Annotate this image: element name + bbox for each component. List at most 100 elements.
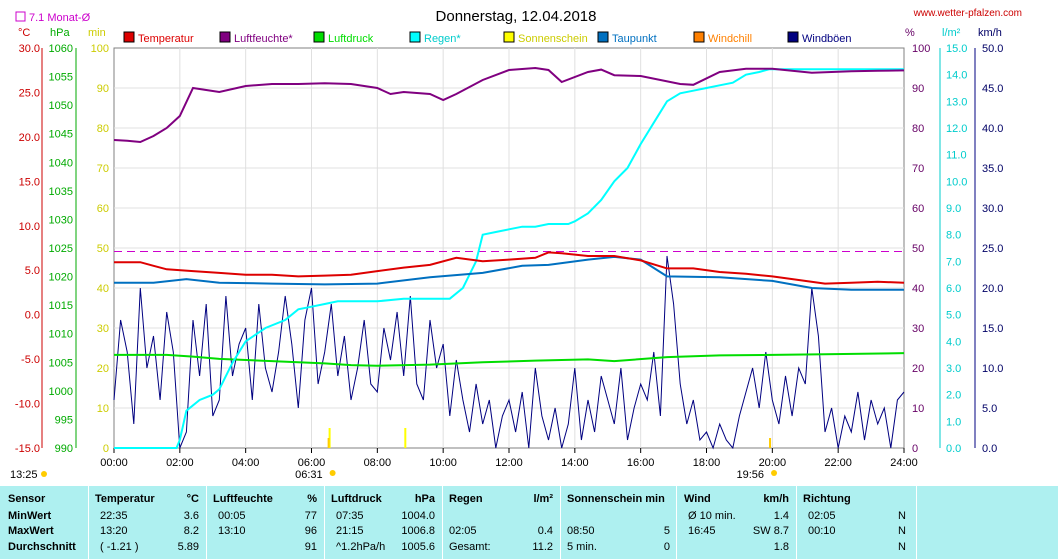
header-humidity-unit: %: [307, 493, 317, 505]
temperature-value: 5.89: [177, 541, 199, 553]
direction-time: 00:10: [808, 525, 836, 537]
sunshine-axis-tick-label: 70: [97, 163, 109, 175]
x-tick-label: 10:00: [429, 457, 457, 469]
wind-axis-tick-label: 15.0: [982, 323, 1003, 335]
wind-axis-tick-label: 35.0: [982, 163, 1003, 175]
legend-label: Temperatur: [138, 33, 194, 45]
statistics-table: Sensor Temperatur °C Luftfeuchte% Luftdruck h…: [0, 486, 1058, 559]
sunshine-axis-tick-label: 0: [103, 443, 109, 455]
header-pressure: Luftdruck: [331, 493, 382, 505]
temperature-value: 8.2: [183, 525, 199, 537]
sunshine-axis-tick-label: 30: [97, 323, 109, 335]
table-divider: [560, 486, 561, 559]
temperature-axis-tick-label: 15.0: [19, 176, 40, 188]
wind-axis-tick-label: 45.0: [982, 83, 1003, 95]
rain-axis-tick-label: 5.0: [946, 310, 961, 322]
sunshine-time: 5 min.: [567, 541, 597, 553]
header-direction: Richtung: [803, 493, 851, 505]
pressure-axis-tick-label: 1025: [49, 243, 73, 255]
pressure-value: 1005.6: [401, 541, 435, 553]
series-line-windben: [113, 255, 905, 450]
series-line-regen: [114, 68, 904, 449]
direction-value: N: [898, 510, 906, 522]
x-tick-label: 14:00: [561, 457, 589, 469]
humidity-axis-tick-label: 60: [912, 203, 924, 215]
sunshine-axis-tick-label: 50: [97, 243, 109, 255]
pressure-time: ^1.2hPa/h: [336, 541, 386, 553]
sunshine-axis-tick-label: 10: [97, 403, 109, 415]
table-divider: [442, 486, 443, 559]
legend-label: Luftdruck: [328, 33, 374, 45]
direction-value: N: [898, 541, 906, 553]
pressure-axis-tick-label: 1000: [49, 386, 73, 398]
wind-axis-tick-label: 0.0: [982, 443, 997, 455]
series-line-taupunkt: [114, 255, 904, 291]
rain-axis-tick-label: 1.0: [946, 416, 961, 428]
legend-label: Sonnenschein: [518, 33, 588, 45]
wind-value: 1.8: [773, 541, 789, 553]
pressure-axis-tick-label: 1035: [49, 186, 73, 198]
sunset-label: 19:56: [736, 469, 764, 481]
pressure-axis-tick-label: 1015: [49, 300, 73, 312]
x-tick-label: 24:00: [890, 457, 918, 469]
pressure-axis-tick-label: 1045: [49, 129, 73, 141]
temperature-axis-tick-label: -15.0: [15, 443, 40, 455]
pressure-time: 07:35: [336, 510, 364, 522]
rain-axis-tick-label: 11.0: [946, 150, 967, 162]
temperature-axis-tick-label: -10.0: [15, 399, 40, 411]
rain-axis-tick-label: 4.0: [946, 336, 961, 348]
monthly-avg-icon: [15, 11, 26, 22]
sunshine-bar: [404, 428, 407, 448]
temperature-axis-tick-label: 10.0: [19, 221, 40, 233]
legend-swatch: [693, 31, 705, 43]
humidity-axis-tick-label: 40: [912, 283, 924, 295]
x-tick-label: 20:00: [759, 457, 787, 469]
corner-sun-icon: [41, 471, 47, 477]
temperature-value: 3.6: [183, 510, 199, 522]
humidity-value: 91: [304, 541, 317, 553]
sunrise-label: 06:31: [295, 469, 323, 481]
temperature-unit: °C: [18, 27, 30, 39]
x-tick-label: 06:00: [298, 457, 326, 469]
wind-axis-tick-label: 30.0: [982, 203, 1003, 215]
pressure-axis-tick-label: 1030: [49, 214, 73, 226]
humidity-value: 96: [304, 525, 317, 537]
temperature-axis-tick-label: 20.0: [19, 132, 40, 144]
sunshine-axis-tick-label: 80: [97, 123, 109, 135]
header-rain-unit: l/m²: [533, 493, 553, 505]
header-wind-unit: km/h: [763, 493, 789, 505]
header-pressure-unit: hPa: [414, 493, 435, 505]
table-divider: [676, 486, 677, 559]
wind-axis-tick-label: 40.0: [982, 123, 1003, 135]
wind-axis-tick-label: 5.0: [982, 403, 997, 415]
sunshine-axis-tick-label: 60: [97, 203, 109, 215]
pressure-axis-tick-label: 995: [55, 414, 73, 426]
wind-axis-tick-label: 20.0: [982, 283, 1003, 295]
direction-time: 02:05: [808, 510, 836, 522]
wind-axis-tick-label: 10.0: [982, 363, 1003, 375]
pressure-axis-tick-label: 1020: [49, 272, 73, 284]
x-tick-label: 16:00: [627, 457, 655, 469]
humidity-unit: %: [905, 27, 915, 39]
rain-axis-tick-label: 7.0: [946, 256, 961, 268]
table-divider: [88, 486, 89, 559]
pressure-axis-tick-label: 1050: [49, 100, 73, 112]
humidity-axis-tick-label: 30: [912, 323, 924, 335]
wind-time: Ø 10 min.: [688, 510, 736, 522]
x-tick-label: 18:00: [693, 457, 721, 469]
temperature-time: ( -1.21 ): [100, 541, 139, 553]
pressure-axis-tick-label: 1060: [49, 43, 73, 55]
rain-unit: l/m²: [942, 27, 961, 39]
wind-value: SW 8.7: [752, 525, 789, 537]
legend-swatch: [503, 31, 515, 43]
x-tick-label: 22:00: [824, 457, 852, 469]
direction-value: N: [898, 525, 906, 537]
legend-swatch: [597, 31, 609, 43]
pressure-axis-tick-label: 1040: [49, 157, 73, 169]
pressure-time: 21:15: [336, 525, 364, 537]
chart-title: Donnerstag, 12.04.2018: [436, 8, 597, 25]
x-tick-label: 08:00: [364, 457, 392, 469]
legend-label: Regen*: [424, 33, 461, 45]
x-tick-label: 12:00: [495, 457, 523, 469]
humidity-value: 77: [304, 510, 317, 522]
